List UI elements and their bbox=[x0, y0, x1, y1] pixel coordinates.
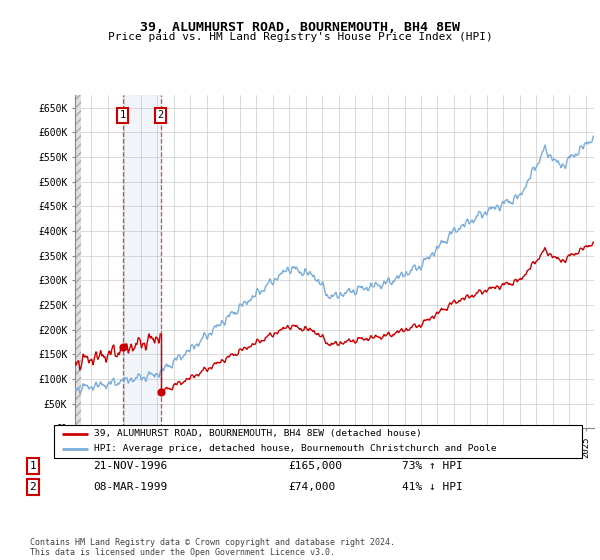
FancyBboxPatch shape bbox=[54, 425, 582, 458]
Text: 2: 2 bbox=[157, 110, 164, 120]
Text: HPI: Average price, detached house, Bournemouth Christchurch and Poole: HPI: Average price, detached house, Bour… bbox=[94, 444, 496, 453]
Text: 73% ↑ HPI: 73% ↑ HPI bbox=[402, 461, 463, 471]
Text: 2: 2 bbox=[29, 482, 37, 492]
Text: 1: 1 bbox=[119, 110, 126, 120]
Text: 08-MAR-1999: 08-MAR-1999 bbox=[93, 482, 167, 492]
Text: 1: 1 bbox=[29, 461, 37, 471]
Text: £165,000: £165,000 bbox=[288, 461, 342, 471]
Text: 39, ALUMHURST ROAD, BOURNEMOUTH, BH4 8EW: 39, ALUMHURST ROAD, BOURNEMOUTH, BH4 8EW bbox=[140, 21, 460, 34]
Text: 41% ↓ HPI: 41% ↓ HPI bbox=[402, 482, 463, 492]
Text: £74,000: £74,000 bbox=[288, 482, 335, 492]
Point bbox=[118, 343, 128, 352]
Point bbox=[156, 388, 166, 396]
Text: 21-NOV-1996: 21-NOV-1996 bbox=[93, 461, 167, 471]
Text: 39, ALUMHURST ROAD, BOURNEMOUTH, BH4 8EW (detached house): 39, ALUMHURST ROAD, BOURNEMOUTH, BH4 8EW… bbox=[94, 430, 421, 438]
Bar bbox=[123, 95, 161, 428]
Text: Contains HM Land Registry data © Crown copyright and database right 2024.
This d: Contains HM Land Registry data © Crown c… bbox=[30, 538, 395, 557]
Text: Price paid vs. HM Land Registry's House Price Index (HPI): Price paid vs. HM Land Registry's House … bbox=[107, 32, 493, 42]
